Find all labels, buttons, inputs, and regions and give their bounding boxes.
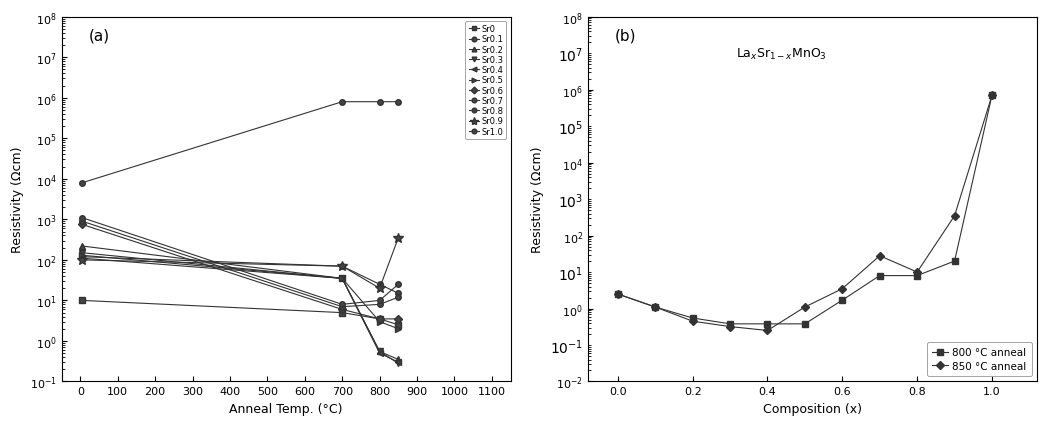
800 °C anneal bbox=[612, 292, 625, 297]
Line: Sr0: Sr0 bbox=[80, 298, 401, 328]
Sr0.6 bbox=[392, 317, 405, 322]
Sr0.5 bbox=[392, 326, 405, 331]
X-axis label: Composition (x): Composition (x) bbox=[763, 402, 861, 415]
Sr0 bbox=[75, 298, 88, 303]
Sr0.5 bbox=[373, 320, 386, 325]
850 °C anneal bbox=[911, 270, 923, 275]
Sr0.9 bbox=[75, 258, 88, 263]
Y-axis label: Resistivity (Ωcm): Resistivity (Ωcm) bbox=[12, 147, 24, 253]
Sr0.6 bbox=[75, 222, 88, 227]
Legend: Sr0, Sr0.1, Sr0.2, Sr0.3, Sr0.4, Sr0.5, Sr0.6, Sr0.7, Sr0.8, Sr0.9, Sr1.0: Sr0, Sr0.1, Sr0.2, Sr0.3, Sr0.4, Sr0.5, … bbox=[465, 22, 506, 140]
Line: Sr0.7: Sr0.7 bbox=[80, 219, 401, 310]
Sr0.1 bbox=[392, 291, 405, 296]
Text: (b): (b) bbox=[615, 29, 636, 43]
800 °C anneal bbox=[948, 259, 961, 264]
850 °C anneal bbox=[649, 305, 661, 310]
Line: Sr0.4: Sr0.4 bbox=[80, 256, 401, 365]
Sr0.8 bbox=[75, 216, 88, 221]
Sr0.2 bbox=[392, 357, 405, 362]
Sr0.7 bbox=[392, 295, 405, 300]
Sr0.2 bbox=[336, 276, 349, 281]
Sr0.2 bbox=[75, 244, 88, 249]
Sr0 bbox=[336, 310, 349, 315]
850 °C anneal bbox=[686, 319, 699, 324]
850 °C anneal bbox=[724, 324, 737, 329]
Sr0.3 bbox=[373, 349, 386, 354]
Line: Sr0.8: Sr0.8 bbox=[80, 216, 401, 308]
850 °C anneal bbox=[948, 214, 961, 219]
Sr0.9 bbox=[336, 264, 349, 269]
800 °C anneal bbox=[799, 322, 811, 327]
Sr0.3 bbox=[336, 276, 349, 281]
Line: Sr0.2: Sr0.2 bbox=[80, 244, 401, 363]
Line: Sr0.1: Sr0.1 bbox=[80, 254, 401, 296]
850 °C anneal bbox=[873, 253, 886, 259]
Sr0.8 bbox=[336, 302, 349, 307]
800 °C anneal bbox=[686, 316, 699, 321]
Sr1.0 bbox=[336, 100, 349, 105]
Sr1.0 bbox=[392, 100, 405, 105]
Sr0.5 bbox=[336, 276, 349, 281]
Sr0.9 bbox=[373, 286, 386, 291]
Legend: 800 °C anneal, 850 °C anneal: 800 °C anneal, 850 °C anneal bbox=[927, 343, 1031, 377]
X-axis label: Anneal Temp. (°C): Anneal Temp. (°C) bbox=[230, 402, 343, 415]
Sr0.4 bbox=[373, 351, 386, 356]
Text: (a): (a) bbox=[88, 29, 110, 43]
Sr1.0 bbox=[373, 100, 386, 105]
Sr0.5 bbox=[75, 253, 88, 258]
Sr0.7 bbox=[373, 302, 386, 307]
Line: Sr0.6: Sr0.6 bbox=[80, 222, 401, 322]
Sr0.4 bbox=[392, 360, 405, 365]
Sr0 bbox=[373, 317, 386, 322]
850 °C anneal bbox=[799, 305, 811, 310]
Sr0.1 bbox=[75, 254, 88, 259]
Line: 850 °C anneal: 850 °C anneal bbox=[615, 93, 995, 334]
Sr0.8 bbox=[373, 298, 386, 303]
800 °C anneal bbox=[761, 322, 773, 327]
800 °C anneal bbox=[873, 273, 886, 279]
Sr0.4 bbox=[75, 256, 88, 261]
Line: Sr0.9: Sr0.9 bbox=[78, 233, 403, 294]
Line: Sr1.0: Sr1.0 bbox=[80, 100, 401, 186]
Sr0.6 bbox=[373, 317, 386, 322]
Sr0.9 bbox=[392, 236, 405, 241]
Sr0.3 bbox=[75, 250, 88, 256]
Sr0.7 bbox=[336, 305, 349, 310]
Sr1.0 bbox=[75, 181, 88, 186]
800 °C anneal bbox=[986, 94, 999, 99]
850 °C anneal bbox=[612, 292, 625, 297]
Y-axis label: Resistivity (Ωcm): Resistivity (Ωcm) bbox=[531, 147, 544, 253]
800 °C anneal bbox=[911, 273, 923, 279]
Line: Sr0.3: Sr0.3 bbox=[80, 250, 401, 366]
Sr0.3 bbox=[392, 361, 405, 366]
Sr0.6 bbox=[336, 307, 349, 312]
850 °C anneal bbox=[836, 286, 849, 291]
850 °C anneal bbox=[761, 328, 773, 333]
Line: Sr0.5: Sr0.5 bbox=[80, 253, 401, 332]
800 °C anneal bbox=[724, 322, 737, 327]
800 °C anneal bbox=[836, 298, 849, 303]
Sr0.1 bbox=[336, 264, 349, 269]
Line: 800 °C anneal: 800 °C anneal bbox=[615, 93, 995, 327]
Text: La$_x$Sr$_{1-x}$MnO$_3$: La$_x$Sr$_{1-x}$MnO$_3$ bbox=[736, 47, 827, 62]
Sr0.7 bbox=[75, 219, 88, 224]
Sr0.8 bbox=[392, 282, 405, 287]
Sr0.1 bbox=[373, 282, 386, 287]
800 °C anneal bbox=[649, 305, 661, 310]
Sr0 bbox=[392, 322, 405, 328]
Sr0.2 bbox=[373, 349, 386, 354]
850 °C anneal bbox=[986, 94, 999, 99]
Sr0.4 bbox=[336, 276, 349, 281]
